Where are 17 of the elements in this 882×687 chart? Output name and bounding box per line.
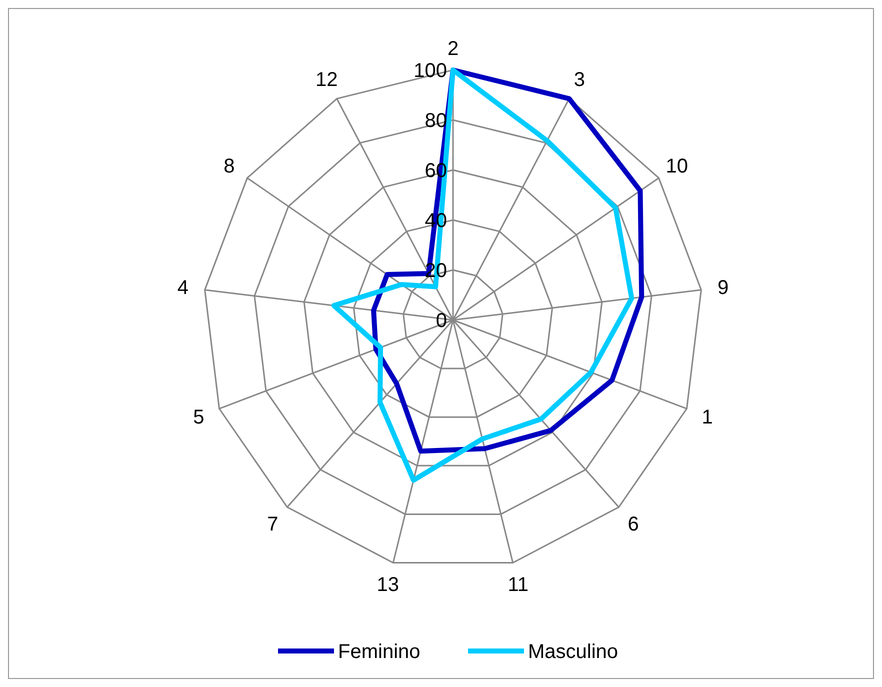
spoke-label: 12 (315, 69, 338, 92)
spoke-label: 4 (177, 277, 189, 300)
spoke-label: 7 (267, 514, 278, 536)
spoke-label: 10 (666, 155, 688, 178)
spoke-label: 1 (702, 406, 713, 428)
y-tick-label: 100 (414, 60, 447, 82)
spoke-label: 2 (447, 38, 459, 60)
spoke-label: 11 (508, 574, 528, 596)
spoke-label: 3 (574, 69, 585, 92)
legend-label: Feminino (338, 641, 420, 663)
spoke-label: 8 (224, 155, 235, 178)
spoke-label: 9 (717, 277, 729, 300)
spoke-label: 13 (376, 574, 400, 596)
spoke-label: 6 (628, 514, 639, 536)
spoke-label: 5 (193, 406, 204, 428)
legend-label: Masculino (528, 641, 618, 663)
y-tick-label: 0 (436, 310, 447, 332)
